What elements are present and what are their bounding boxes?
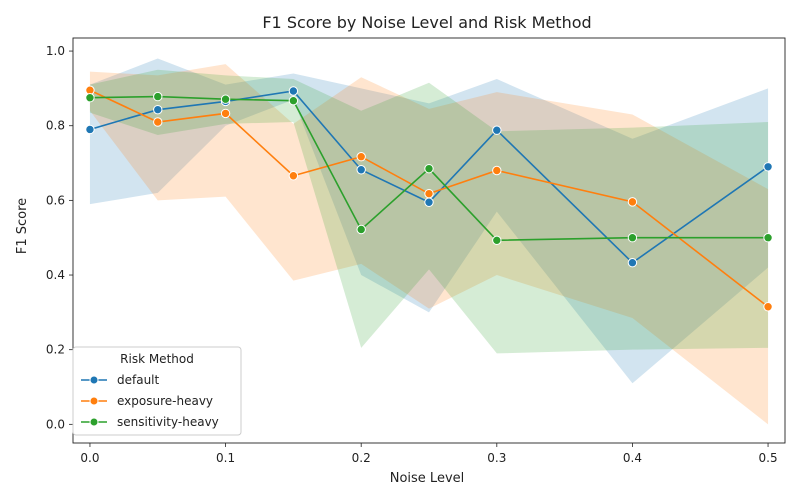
legend-marker-sensitivity-heavy <box>89 417 99 427</box>
chart-title: F1 Score by Noise Level and Risk Method <box>262 13 591 32</box>
legend: Risk Method default exposure-heavy sensitiv… <box>72 346 242 436</box>
data-point-exposure-heavy <box>356 152 366 162</box>
legend-box <box>72 346 242 436</box>
legend-label-default: default <box>117 373 160 387</box>
x-tick-label: 0.2 <box>352 451 371 465</box>
y-axis-ticks: 0.0 0.2 0.4 0.6 0.8 1.0 <box>46 44 73 431</box>
y-tick-label: 0.6 <box>46 193 65 207</box>
data-point-sensitivity-heavy <box>763 233 773 243</box>
ci-band-exposure-heavy <box>89 64 769 425</box>
confidence-bands <box>89 58 769 425</box>
data-point-default <box>153 104 163 115</box>
data-point-default <box>356 165 366 175</box>
data-point-default <box>492 125 502 135</box>
data-point-default <box>627 258 638 268</box>
x-axis-title: Noise Level <box>390 471 465 486</box>
y-tick-label: 1.0 <box>46 44 65 58</box>
ci-band-sensitivity-heavy <box>89 69 769 354</box>
data-point-default <box>424 197 434 207</box>
data-point-exposure-heavy <box>424 188 434 199</box>
y-tick-label: 0.8 <box>46 119 65 133</box>
legend-marker-exposure-heavy <box>89 396 99 406</box>
data-point-exposure-heavy <box>288 171 299 181</box>
data-point-sensitivity-heavy <box>424 163 434 174</box>
data-point-sensitivity-heavy <box>356 224 366 235</box>
ci-band-default <box>89 58 769 384</box>
data-point-default <box>763 162 773 172</box>
x-tick-label: 0.5 <box>759 451 778 465</box>
legend-label-exposure-heavy: exposure-heavy <box>117 394 213 408</box>
data-point-sensitivity-heavy <box>85 93 95 103</box>
data-point-sensitivity-heavy <box>627 233 638 243</box>
data-point-sensitivity-heavy <box>220 94 231 104</box>
data-point-sensitivity-heavy <box>492 235 502 246</box>
data-point-exposure-heavy <box>492 165 502 176</box>
data-point-exposure-heavy <box>763 302 773 312</box>
y-tick-label: 0.2 <box>46 343 65 357</box>
x-tick-label: 0.3 <box>487 451 506 465</box>
data-point-exposure-heavy <box>153 117 163 127</box>
y-axis-title: F1 Score <box>15 198 30 254</box>
y-tick-label: 0.4 <box>46 268 65 282</box>
data-point-exposure-heavy <box>627 197 638 207</box>
y-tick-label: 0.0 <box>46 417 65 431</box>
legend-label-sensitivity-heavy: sensitivity-heavy <box>117 415 219 429</box>
x-tick-label: 0.4 <box>623 451 642 465</box>
x-axis-ticks: 0.0 0.1 0.2 0.3 0.4 0.5 <box>80 443 778 465</box>
data-point-sensitivity-heavy <box>153 91 163 102</box>
data-point-default <box>85 124 95 135</box>
data-point-sensitivity-heavy <box>288 96 299 106</box>
legend-marker-default <box>89 375 99 385</box>
series-markers <box>85 85 773 312</box>
x-tick-label: 0.0 <box>80 451 99 465</box>
plot-frame <box>72 37 786 444</box>
x-tick-label: 0.1 <box>216 451 235 465</box>
data-point-exposure-heavy <box>220 108 231 119</box>
legend-title: Risk Method <box>120 352 194 366</box>
data-point-default <box>288 86 299 96</box>
